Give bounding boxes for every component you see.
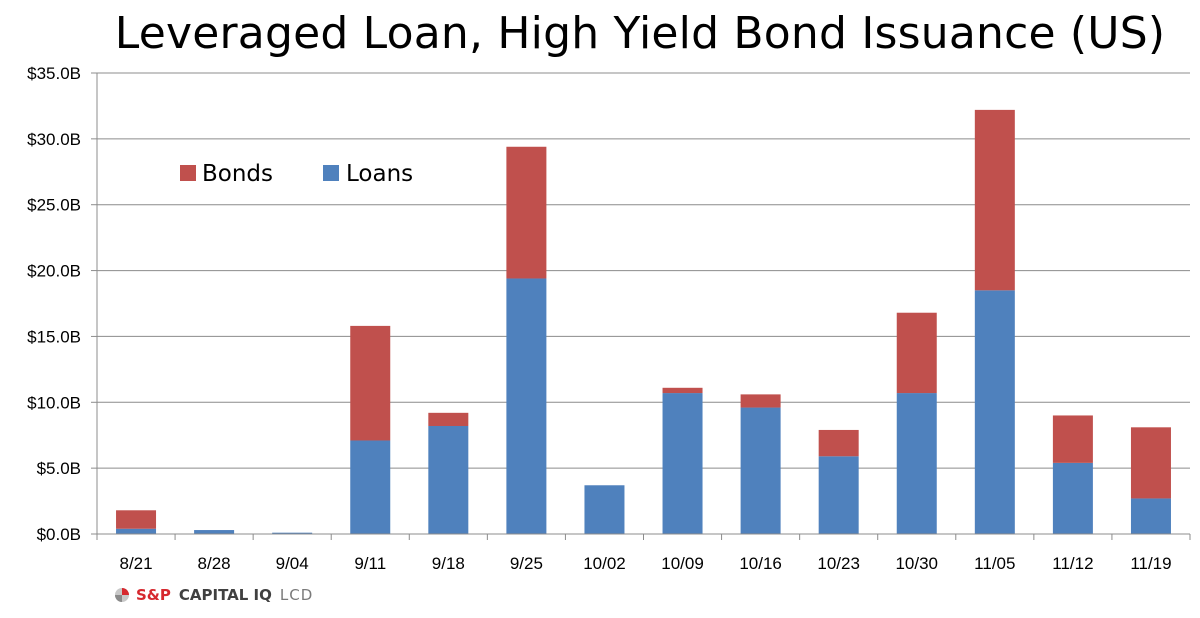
bar-loans-11/05 [974, 290, 1015, 534]
bar-bonds-10/23 [818, 429, 859, 457]
y-tick-label: $0.0B [37, 525, 81, 544]
x-tick-label: 8/28 [198, 554, 231, 573]
y-tick-label: $20.0B [27, 262, 81, 281]
brand-lcd: LCD [279, 586, 314, 604]
bar-loans-9/25 [506, 278, 547, 534]
x-tick-label: 10/02 [583, 554, 626, 573]
x-tick-label: 11/05 [974, 554, 1015, 573]
bar-loans-9/18 [428, 425, 469, 534]
bar-bonds-9/18 [428, 412, 469, 426]
x-tick-label: 10/23 [817, 554, 860, 573]
bar-bonds-9/25 [506, 146, 547, 279]
bar-bonds-8/21 [116, 510, 157, 529]
x-tick-label: 8/21 [119, 554, 152, 573]
bar-loans-11/12 [1052, 462, 1093, 534]
brand-capital-iq: CAPITAL IQ [178, 586, 272, 604]
bar-loans-10/23 [818, 456, 859, 534]
y-tick-label: $5.0B [37, 459, 81, 478]
gridlines [97, 72, 1190, 469]
bar-bonds-10/30 [896, 312, 937, 394]
bar-bonds-9/11 [350, 325, 391, 441]
x-tick-label: 11/12 [1052, 554, 1093, 573]
brand-sp: S&P [136, 586, 171, 604]
legend-label-loans: Loans [346, 161, 413, 187]
legend-swatch-bonds [180, 165, 196, 181]
chart-title: Leveraged Loan, High Yield Bond Issuance… [114, 8, 1166, 59]
legend-swatch-loans [323, 165, 339, 181]
x-tick-label: 9/04 [276, 554, 309, 573]
bar-loans-8/21 [116, 528, 157, 534]
bar-loans-8/28 [194, 530, 235, 534]
x-tick-label: 10/16 [739, 554, 782, 573]
legend-label-bonds: Bonds [202, 161, 273, 187]
x-tick-label: 9/11 [354, 554, 386, 573]
y-tick-label: $15.0B [27, 327, 81, 346]
x-tick-label: 11/19 [1130, 554, 1171, 573]
bar-loans-11/19 [1130, 498, 1171, 534]
legend: Bonds Loans [180, 161, 413, 187]
y-tick-label: $35.0B [27, 64, 81, 83]
bar-loans-10/30 [896, 393, 937, 534]
bar-loans-10/02 [584, 485, 625, 534]
y-tick-label: $30.0B [27, 130, 81, 149]
bar-loans-10/16 [740, 407, 781, 534]
bar-bonds-11/19 [1130, 427, 1171, 499]
x-tick-label: 10/09 [661, 554, 704, 573]
x-tick-label: 9/25 [510, 554, 543, 573]
bar-loans-9/04 [272, 532, 313, 534]
source-footer: S&P CAPITAL IQ LCD [114, 584, 313, 606]
y-tick-label: $25.0B [27, 196, 81, 215]
y-tick-label: $10.0B [27, 393, 81, 412]
bar-bonds-10/16 [740, 394, 781, 408]
bar-loans-9/11 [350, 440, 391, 534]
sp-logo-icon [115, 588, 129, 602]
x-tick-label: 10/30 [895, 554, 938, 573]
bar-loans-10/09 [662, 393, 703, 534]
bar-bonds-10/09 [662, 387, 703, 394]
bars [116, 109, 1171, 534]
bar-bonds-11/05 [974, 109, 1015, 291]
axes: $0.0B $5.0B $10.0B $15.0B $20.0B $25.0B $30.0B… [27, 64, 1191, 573]
x-tick-label: 9/18 [432, 554, 465, 573]
bar-bonds-11/12 [1052, 415, 1093, 463]
